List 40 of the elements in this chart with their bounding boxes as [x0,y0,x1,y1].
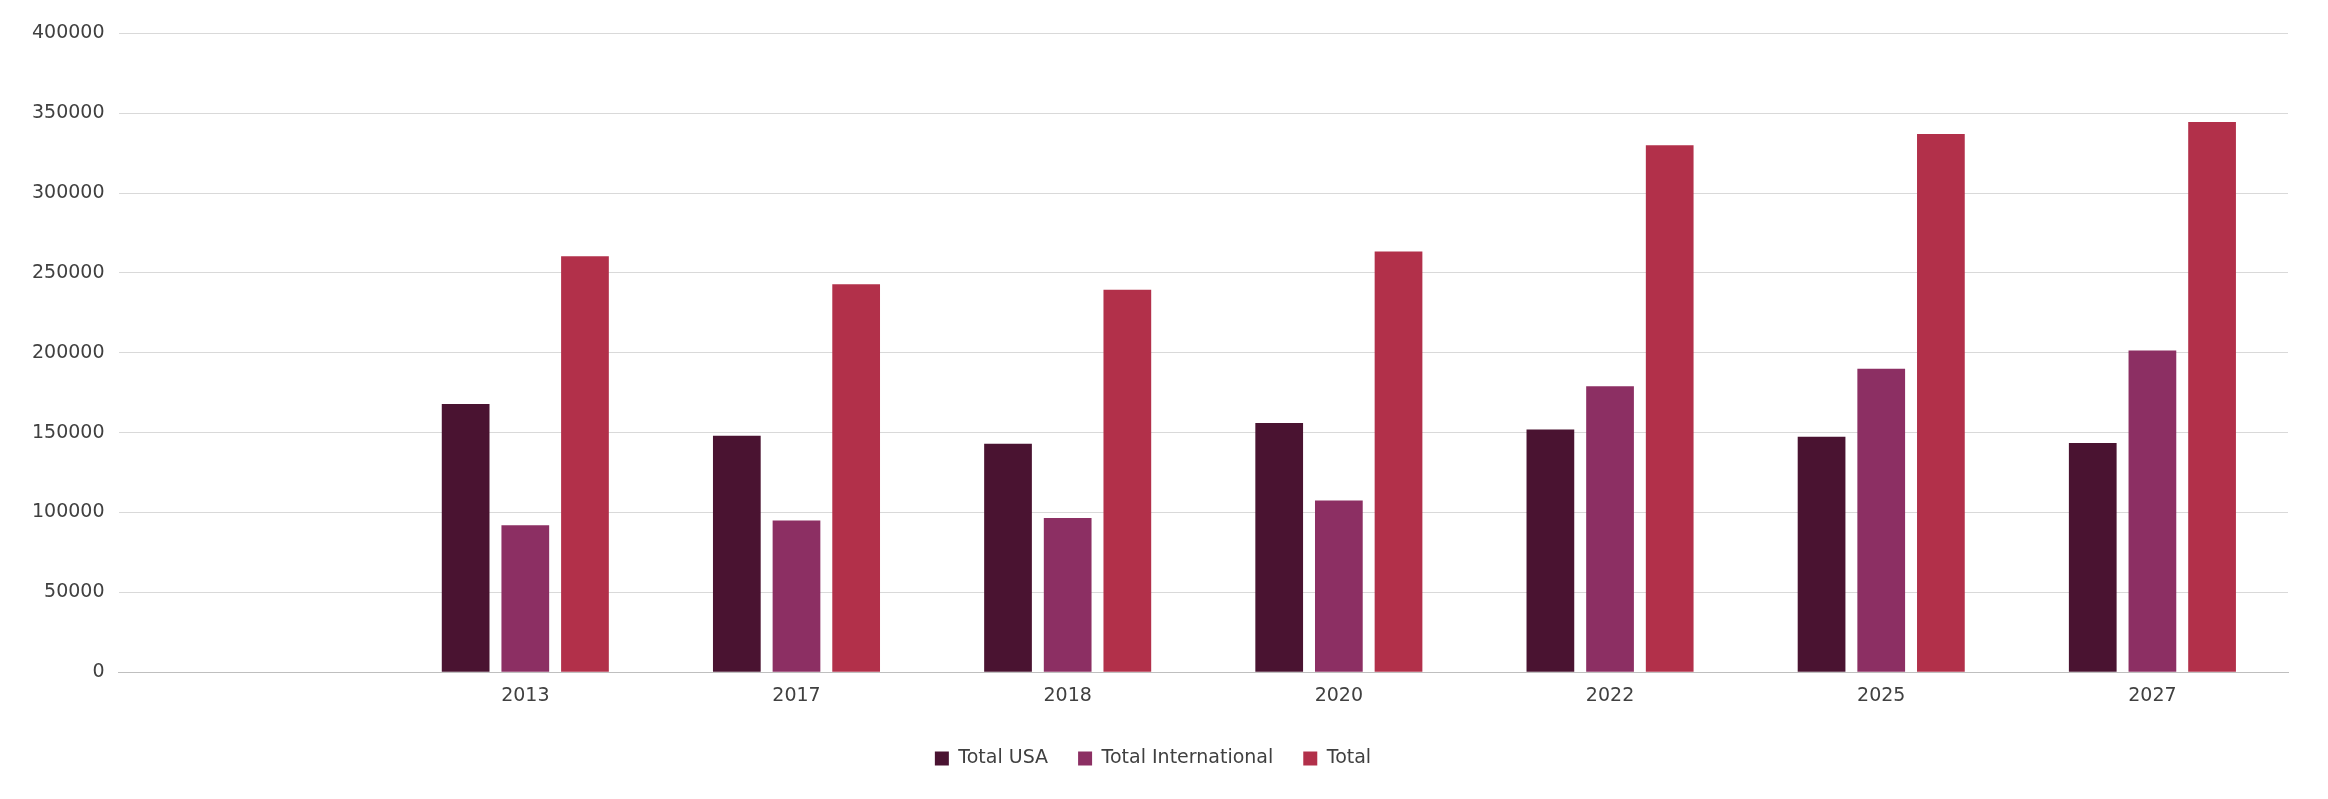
bar [1857,368,1906,672]
y-tick-label: 400000 [32,20,105,43]
bar [1645,145,1694,672]
x-tick-label: 2025 [1857,682,1906,705]
legend-label: Total USA [957,745,1049,768]
bar [2188,122,2236,672]
bar [772,520,821,672]
x-tick-label: 2013 [501,682,550,705]
y-tick-label: 150000 [32,419,105,442]
x-tick-label: 2027 [2128,682,2177,705]
legend-label: Total International [1100,745,1274,768]
x-tick-label: 2018 [1043,682,1092,705]
bar [1586,386,1634,672]
bar [832,284,881,672]
bar [1526,429,1575,672]
y-tick-label: 200000 [32,339,105,362]
x-tick-label: 2022 [1585,682,1635,705]
bar [984,443,1032,672]
y-tick-label: 250000 [32,259,105,282]
bar [1043,518,1092,672]
x-tick-label: 2017 [772,682,821,705]
bar [441,403,490,672]
bar [2128,350,2177,672]
legend-label: Total [1325,745,1372,768]
y-tick-label: 100000 [32,499,105,522]
bar [1103,289,1152,672]
y-tick-label: 0 [92,659,105,682]
y-tick-label: 300000 [32,180,105,203]
x-tick-label: 2020 [1314,682,1364,705]
bar [561,256,609,672]
y-tick-label: 50000 [44,579,105,602]
bar [712,435,761,672]
bar [1255,423,1304,672]
bar [501,525,550,672]
bar [1374,251,1423,672]
bar [2068,443,2117,672]
bar [1797,436,1846,672]
y-tick-label: 350000 [32,100,105,123]
bar [1917,134,1965,672]
bar [1314,500,1363,672]
